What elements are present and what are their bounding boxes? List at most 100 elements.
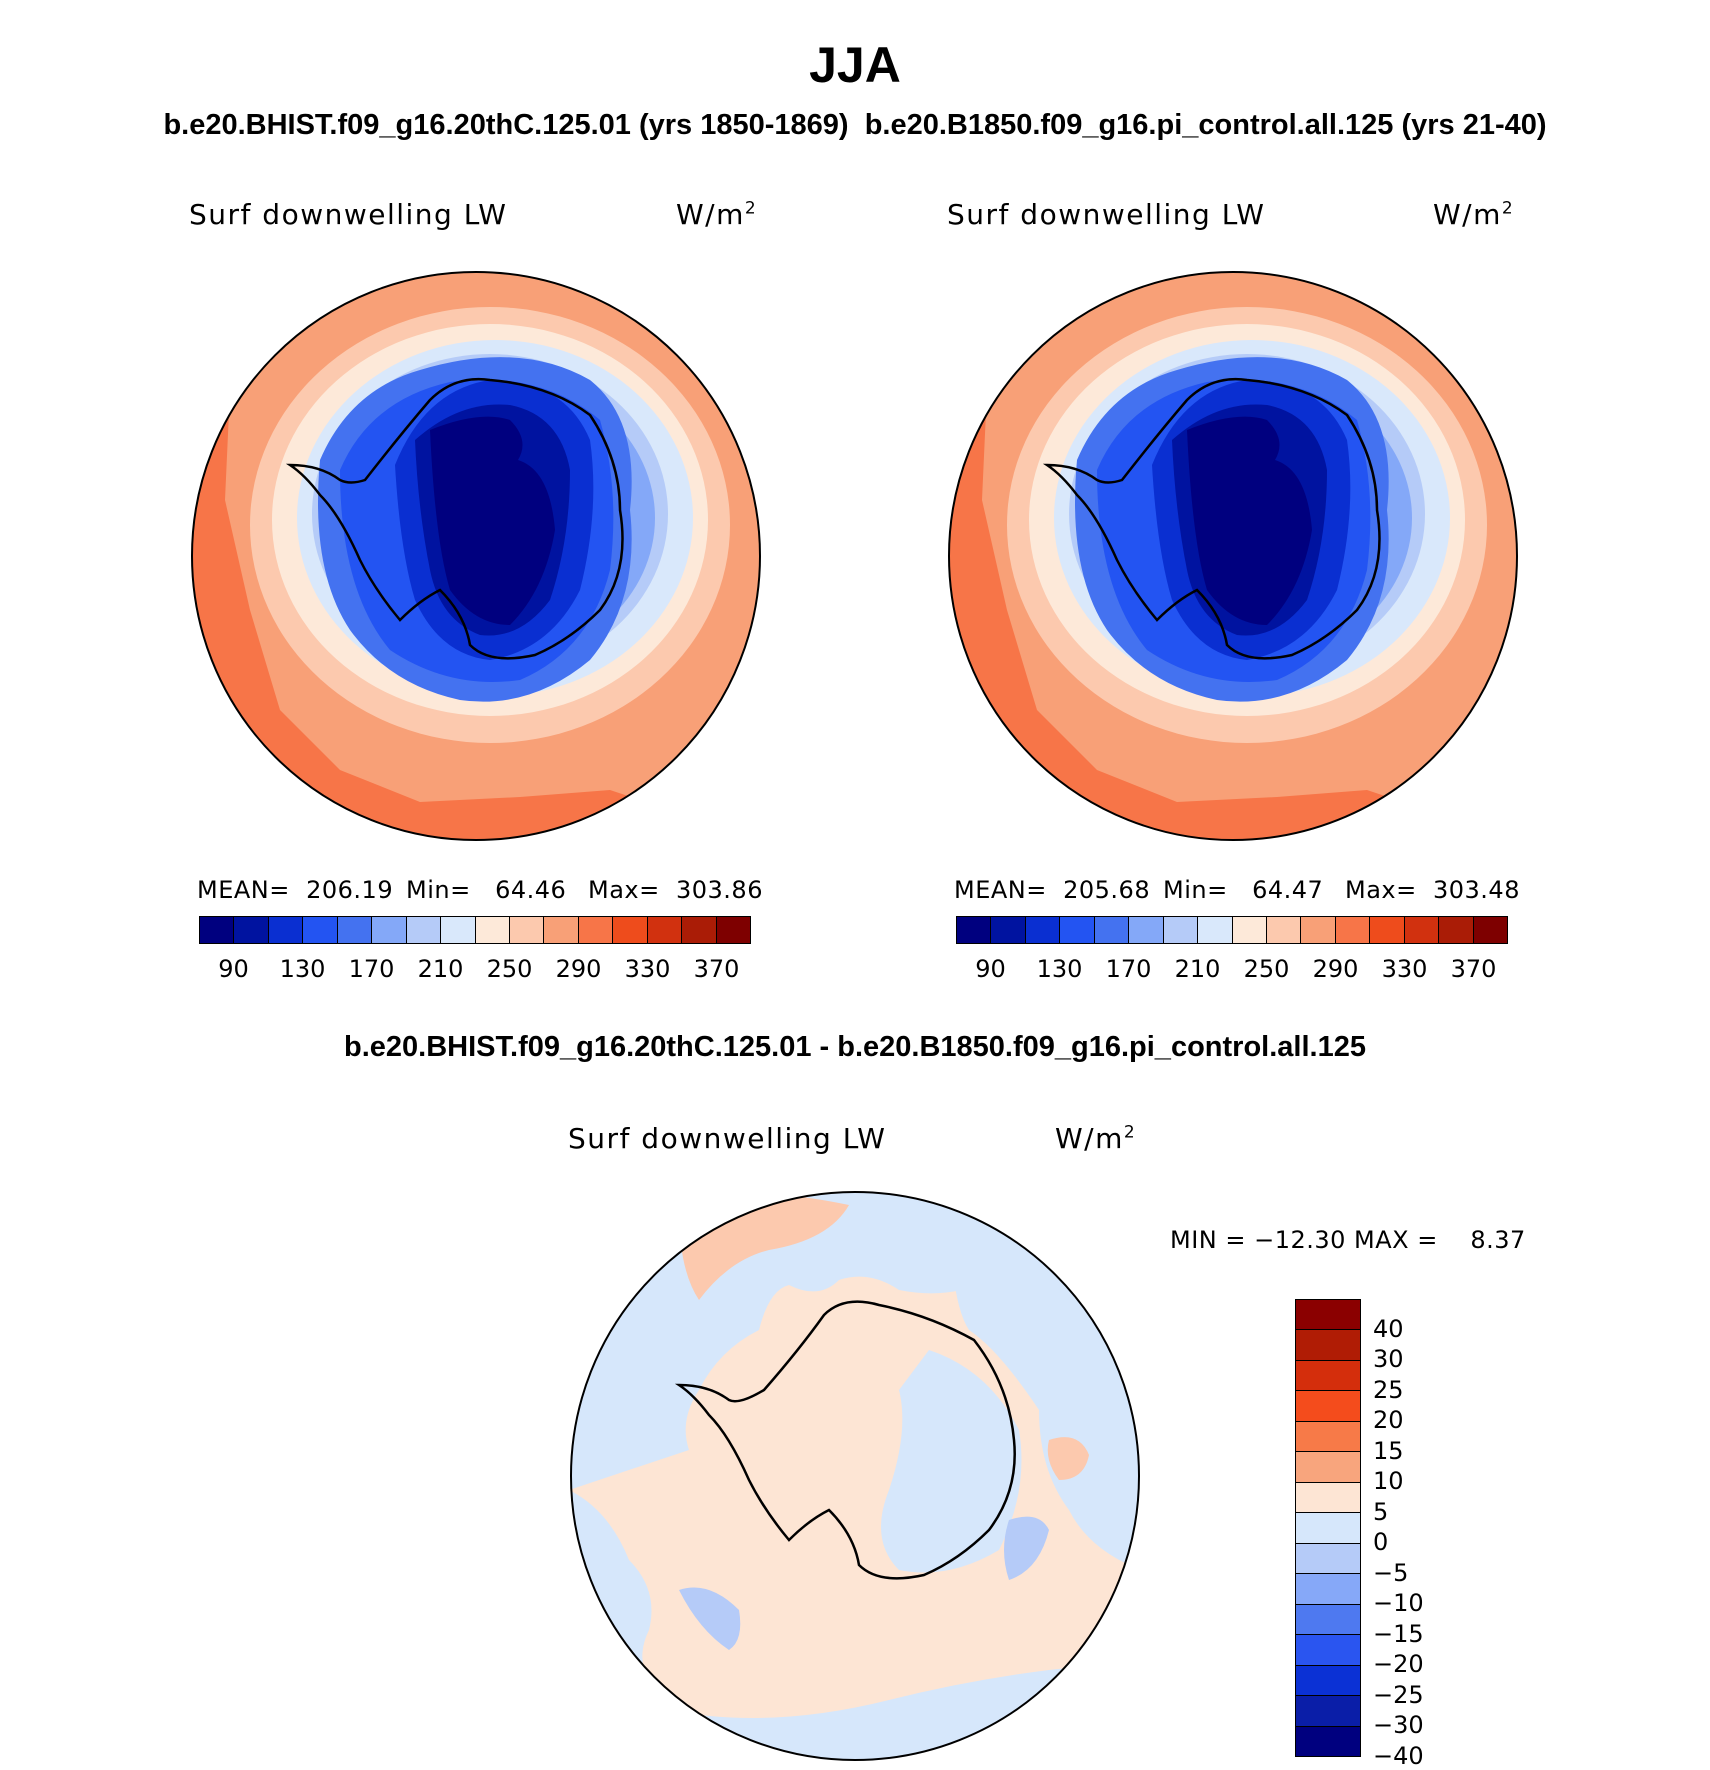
colorbar-swatch	[1296, 1513, 1360, 1544]
panel1-polar-map	[191, 271, 761, 841]
colorbar-swatch	[957, 917, 992, 943]
colorbar-tick-label: −25	[1373, 1680, 1424, 1709]
main-title: JJA	[809, 37, 901, 93]
antarctica-coastline	[285, 378, 624, 660]
colorbar-swatch	[1163, 917, 1199, 943]
colorbar-swatch	[1296, 1574, 1360, 1605]
colorbar-tick-label: 90	[218, 955, 249, 983]
colorbar-tick-label: −5	[1373, 1558, 1409, 1587]
colorbar-swatch	[303, 917, 338, 943]
colorbar-swatch	[234, 917, 269, 943]
colorbar-tick-label: 290	[1312, 955, 1359, 983]
colorbar-tick-label: 25	[1373, 1375, 1404, 1404]
colorbar-swatch	[613, 917, 648, 943]
colorbar-swatch	[1198, 917, 1233, 943]
colorbar-swatch	[200, 917, 235, 943]
colorbar-tick-label: 330	[624, 955, 671, 983]
colorbar-swatch	[1370, 917, 1405, 943]
diff-colorbar	[1295, 1299, 1361, 1757]
colorbar-swatch	[1232, 917, 1267, 943]
panel2-colorbar	[956, 916, 1508, 944]
panel1-min: Min= 64.46	[406, 876, 567, 904]
colorbar-swatch	[1296, 1635, 1360, 1666]
colorbar-swatch	[1296, 1360, 1360, 1392]
colorbar-swatch	[441, 917, 476, 943]
colorbar-swatch	[1266, 917, 1302, 943]
colorbar-tick-label: 170	[348, 955, 395, 983]
diff-units-label: W/m2	[1055, 1122, 1137, 1155]
colorbar-tick-label: 370	[693, 955, 740, 983]
colorbar-tick-label: 250	[486, 955, 533, 983]
colorbar-tick-label: 370	[1450, 955, 1497, 983]
colorbar-swatch	[1439, 917, 1474, 943]
colorbar-tick-label: 40	[1373, 1314, 1404, 1343]
diff-minmax: MIN = −12.30 MAX = 8.37	[1170, 1226, 1526, 1254]
colorbar-tick-label: −15	[1373, 1619, 1424, 1648]
colorbar-swatch	[1296, 1452, 1360, 1483]
panel1-colorbar	[199, 916, 751, 944]
colorbar-swatch	[1296, 1421, 1360, 1453]
colorbar-tick-label: 130	[1036, 955, 1083, 983]
colorbar-tick-label: −10	[1373, 1589, 1424, 1618]
colorbar-swatch	[1335, 917, 1371, 943]
colorbar-swatch	[716, 917, 750, 943]
colorbar-swatch	[268, 917, 304, 943]
colorbar-tick-label: 170	[1105, 955, 1152, 983]
panel2-max: Max= 303.48	[1345, 876, 1520, 904]
colorbar-swatch	[1296, 1330, 1360, 1361]
panel1-mean: MEAN= 206.19	[197, 876, 394, 904]
colorbar-swatch	[1301, 917, 1336, 943]
colorbar-swatch	[509, 917, 545, 943]
colorbar-tick-label: −30	[1373, 1711, 1424, 1740]
top-subtitle-right: b.e20.B1850.f09_g16.pi_control.all.125 (…	[864, 109, 1547, 141]
colorbar-swatch	[578, 917, 614, 943]
colorbar-tick-label: −40	[1373, 1742, 1424, 1770]
panel1-variable-label: Surf downwelling LW	[189, 198, 508, 231]
panel2-mean: MEAN= 205.68	[954, 876, 1151, 904]
colorbar-tick-label: 130	[279, 955, 326, 983]
panel2-units-label: W/m2	[1433, 198, 1515, 231]
colorbar-swatch	[991, 917, 1026, 943]
diff-variable-label: Surf downwelling LW	[568, 1122, 887, 1155]
colorbar-tick-label: 210	[1174, 955, 1221, 983]
colorbar-swatch	[1296, 1726, 1360, 1757]
colorbar-swatch	[475, 917, 510, 943]
top-subtitle: b.e20.BHIST.f09_g16.20thC.125.01 (yrs 18…	[0, 109, 1710, 142]
antarctica-coastline	[674, 1300, 1016, 1580]
colorbar-tick-label: 10	[1373, 1467, 1404, 1496]
top-subtitle-left: b.e20.BHIST.f09_g16.20thC.125.01 (yrs 18…	[163, 109, 849, 141]
colorbar-swatch	[1296, 1604, 1360, 1636]
colorbar-swatch	[1129, 917, 1164, 943]
colorbar-tick-label: 290	[555, 955, 602, 983]
colorbar-swatch	[1404, 917, 1440, 943]
colorbar-swatch	[1473, 917, 1507, 943]
colorbar-swatch	[1025, 917, 1061, 943]
colorbar-tick-label: −20	[1373, 1650, 1424, 1679]
diff-subtitle: b.e20.BHIST.f09_g16.20thC.125.01 - b.e20…	[344, 1031, 1366, 1063]
colorbar-tick-label: 210	[417, 955, 464, 983]
colorbar-swatch	[647, 917, 683, 943]
colorbar-tick-label: 15	[1373, 1436, 1404, 1465]
colorbar-tick-label: 0	[1373, 1528, 1389, 1557]
colorbar-swatch	[337, 917, 373, 943]
panel1-units-label: W/m2	[676, 198, 758, 231]
diff-polar-map	[570, 1191, 1140, 1761]
colorbar-tick-label: 330	[1381, 955, 1428, 983]
colorbar-swatch	[544, 917, 579, 943]
colorbar-swatch	[406, 917, 442, 943]
colorbar-tick-label: 250	[1243, 955, 1290, 983]
colorbar-swatch	[1296, 1391, 1360, 1422]
colorbar-swatch	[1060, 917, 1095, 943]
colorbar-tick-label: 90	[975, 955, 1006, 983]
colorbar-swatch	[1296, 1543, 1360, 1575]
antarctica-coastline	[1042, 378, 1381, 660]
colorbar-tick-label: 5	[1373, 1497, 1389, 1526]
panel2-variable-label: Surf downwelling LW	[947, 198, 1266, 231]
colorbar-tick-label: 30	[1373, 1345, 1404, 1374]
colorbar-swatch	[1296, 1696, 1360, 1727]
panel1-max: Max= 303.86	[588, 876, 763, 904]
colorbar-swatch	[1296, 1300, 1360, 1331]
panel2-min: Min= 64.47	[1163, 876, 1324, 904]
colorbar-tick-label: 20	[1373, 1406, 1404, 1435]
colorbar-swatch	[1296, 1665, 1360, 1697]
